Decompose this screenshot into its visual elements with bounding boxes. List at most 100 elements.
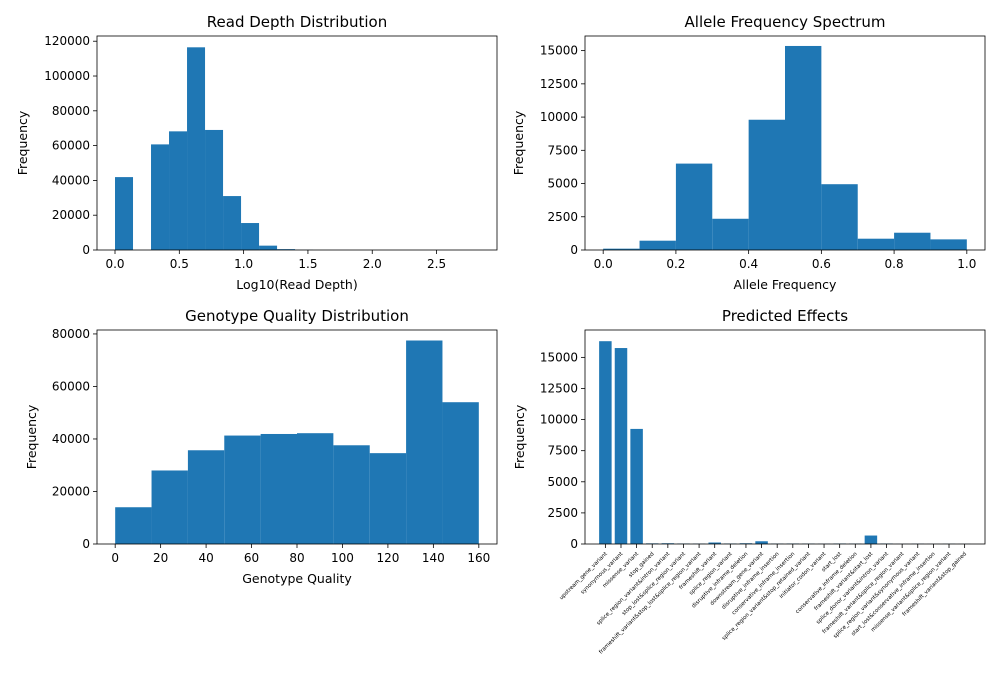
bar — [708, 542, 721, 544]
x-tick-label: 1.0 — [957, 257, 976, 271]
x-tick-label: 1.0 — [234, 257, 253, 271]
x-tick-label: 140 — [422, 551, 445, 565]
y-tick-label: 40000 — [52, 432, 90, 446]
x-tick-label: 0.4 — [739, 257, 758, 271]
x-axis-label: Genotype Quality — [242, 571, 352, 586]
x-tick-label: 160 — [467, 551, 490, 565]
x-tick-label: 0.0 — [105, 257, 124, 271]
bar — [930, 239, 967, 250]
bar — [169, 131, 188, 250]
bar — [224, 435, 261, 544]
y-tick-label: 20000 — [52, 484, 90, 498]
x-tick-label: 20 — [153, 551, 168, 565]
bar — [187, 47, 206, 250]
y-tick-label: 80000 — [52, 104, 90, 118]
axes-frame — [584, 35, 986, 251]
y-tick-label: 2500 — [547, 506, 578, 520]
x-tick-label: 100 — [331, 551, 354, 565]
bar — [223, 196, 242, 250]
x-axis-label: Allele Frequency — [734, 277, 838, 292]
y-tick-label: 80000 — [52, 327, 90, 341]
chart-title: Allele Frequency Spectrum — [685, 13, 886, 31]
y-axis-label: Frequency — [24, 404, 39, 469]
bar — [442, 402, 479, 544]
chart-title: Predicted Effects — [722, 307, 848, 325]
y-tick-label: 120000 — [44, 34, 90, 48]
bar — [675, 163, 713, 250]
x-tick-label: 2.5 — [427, 257, 446, 271]
y-tick-label: 10000 — [540, 413, 578, 427]
read-depth-histogram: Read Depth Distribution Frequency Log10(Re… — [15, 13, 498, 292]
bar — [748, 119, 785, 250]
bar — [369, 453, 407, 544]
genotype-quality-histogram: Genotype Quality Distribution Frequency Ge… — [24, 307, 498, 586]
chart-title: Read Depth Distribution — [207, 13, 387, 31]
x-tick-label: 0.0 — [594, 257, 613, 271]
bar — [603, 248, 640, 250]
bar — [205, 129, 224, 250]
y-tick-label: 0 — [82, 243, 90, 257]
bar — [857, 238, 895, 250]
bar — [297, 433, 334, 544]
predicted-effects-bar-chart: Predicted EffectsFrequencyupstream_gene_… — [512, 307, 986, 656]
bar — [639, 240, 676, 250]
x-tick-label: 0.6 — [812, 257, 831, 271]
x-tick-label: 120 — [376, 551, 399, 565]
x-tick-label: 2.0 — [363, 257, 382, 271]
x-tick-label: 0.5 — [170, 257, 189, 271]
x-axis-label: Log10(Read Depth) — [236, 277, 357, 292]
allele-frequency-histogram: Allele Frequency Spectrum Frequency Allele… — [511, 13, 986, 292]
y-tick-label: 5000 — [547, 177, 578, 191]
y-axis-label: Frequency — [511, 110, 526, 175]
x-tick-label: 0 — [111, 551, 119, 565]
y-tick-label: 10000 — [540, 110, 578, 124]
axes-frame — [584, 329, 986, 545]
bar — [241, 223, 260, 250]
bar — [630, 428, 643, 544]
bar — [785, 45, 822, 250]
bar — [599, 341, 612, 544]
bar — [187, 450, 225, 544]
x-tick-label: 80 — [289, 551, 304, 565]
x-tick-label: 0.2 — [666, 257, 685, 271]
y-tick-label: 7500 — [547, 444, 578, 458]
y-tick-label: 60000 — [52, 379, 90, 393]
axes-frame — [96, 35, 498, 251]
y-tick-label: 2500 — [547, 210, 578, 224]
bar — [821, 184, 858, 250]
bar — [333, 445, 370, 544]
y-tick-label: 12500 — [540, 381, 578, 395]
x-tick-label: 0.8 — [885, 257, 904, 271]
x-tick-label: 1.5 — [298, 257, 317, 271]
bar — [712, 218, 749, 250]
y-tick-label: 12500 — [540, 77, 578, 91]
y-tick-label: 15000 — [540, 350, 578, 364]
x-tick-label: 60 — [244, 551, 259, 565]
bar — [614, 348, 628, 544]
bar — [151, 470, 188, 544]
y-tick-label: 60000 — [52, 139, 90, 153]
y-axis-label: Frequency — [512, 404, 527, 469]
x-tick-label: 40 — [198, 551, 213, 565]
chart-title: Genotype Quality Distribution — [185, 307, 409, 325]
bar — [115, 177, 134, 250]
bar — [151, 144, 170, 250]
bar — [894, 232, 931, 250]
y-tick-label: 15000 — [540, 44, 578, 58]
bar — [277, 249, 296, 250]
bar — [406, 340, 443, 544]
bar — [260, 433, 297, 544]
bar — [755, 541, 768, 544]
bar — [259, 245, 278, 250]
y-tick-label: 5000 — [547, 475, 578, 489]
y-tick-label: 0 — [570, 537, 578, 551]
y-tick-label: 0 — [82, 537, 90, 551]
y-tick-label: 40000 — [52, 173, 90, 187]
bar — [864, 535, 878, 544]
y-tick-label: 0 — [570, 243, 578, 257]
y-axis-label: Frequency — [15, 110, 30, 175]
y-tick-label: 100000 — [44, 69, 90, 83]
y-tick-label: 20000 — [52, 208, 90, 222]
y-tick-label: 7500 — [547, 143, 578, 157]
